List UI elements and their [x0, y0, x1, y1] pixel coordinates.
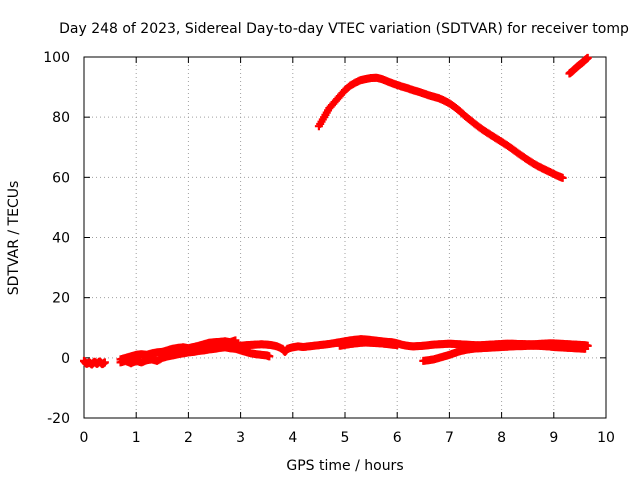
series-segment-c — [116, 336, 240, 364]
data-point — [100, 358, 109, 367]
data-point — [558, 173, 567, 182]
x-axis-label: GPS time / hours — [286, 458, 403, 474]
y-tick-label: 100 — [43, 50, 70, 66]
series-top-right — [565, 53, 592, 78]
y-tick-labels: -20 0 20 40 60 80 100 — [43, 50, 70, 427]
x-tick-label: 9 — [549, 430, 558, 446]
data-point — [393, 341, 402, 350]
chart-title: Day 248 of 2023, Sidereal Day-to-day VTE… — [59, 21, 629, 37]
grid-lines — [84, 57, 606, 418]
x-tick-label: 7 — [445, 430, 454, 446]
x-tick-label: 2 — [184, 430, 193, 446]
x-tick-label: 6 — [393, 430, 402, 446]
x-tick-label: 3 — [236, 430, 245, 446]
y-tick-label: 0 — [61, 351, 70, 367]
data-point — [583, 53, 592, 62]
x-tick-label: 1 — [132, 430, 141, 446]
y-axis-label: SDTVAR / TECUs — [6, 181, 22, 296]
x-tick-label: 0 — [80, 430, 89, 446]
y-tick-label: 20 — [52, 291, 70, 307]
y-tick-label: 60 — [52, 170, 70, 186]
data-marks — [80, 53, 592, 369]
x-tick-label: 10 — [597, 430, 615, 446]
y-tick-label: 40 — [52, 231, 70, 247]
x-tick-label: 5 — [341, 430, 350, 446]
x-tick-label: 8 — [497, 430, 506, 446]
series-segment-f — [419, 341, 590, 365]
axis-ticks — [83, 56, 607, 419]
series-segment-e — [335, 338, 402, 350]
x-tick-labels: 0 1 2 3 4 5 6 7 8 9 10 — [80, 430, 615, 446]
y-tick-label: -20 — [47, 411, 70, 427]
series-segment-a — [80, 356, 109, 369]
data-point — [265, 352, 274, 361]
x-tick-label: 4 — [288, 430, 297, 446]
series-high-arc — [314, 73, 567, 182]
y-tick-label: 80 — [52, 110, 70, 126]
data-point — [581, 344, 590, 353]
